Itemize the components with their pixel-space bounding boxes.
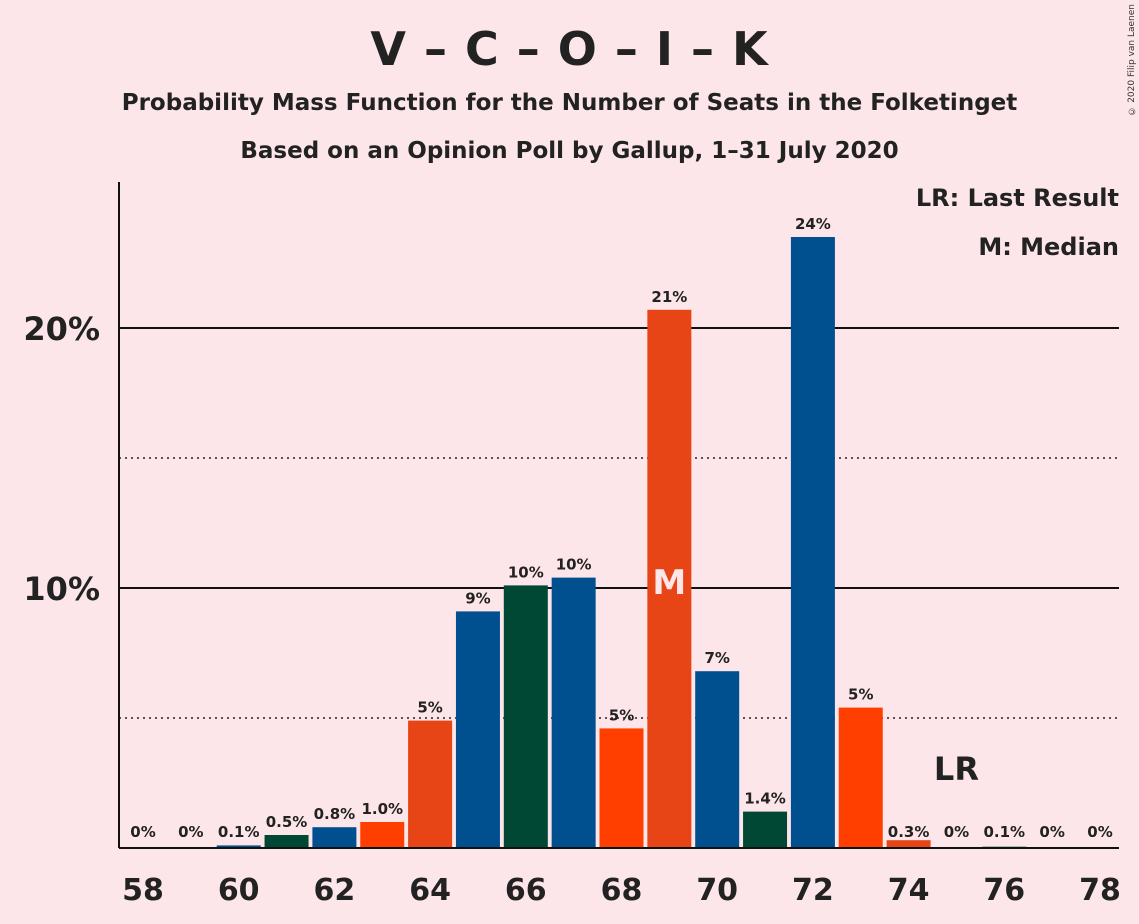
bar-value-label: 0.3% [888, 823, 930, 841]
bar-value-label: 0.5% [266, 813, 308, 831]
bar-seat-64 [408, 720, 453, 848]
bar-seat-65 [455, 611, 500, 848]
bar-seat-72 [790, 237, 835, 848]
bar-value-label: 5% [848, 686, 873, 704]
bar-value-label: 21% [651, 288, 687, 306]
x-tick-label: 62 [314, 873, 356, 908]
bar-seat-66 [503, 585, 548, 848]
bar-value-label: 5% [417, 699, 442, 717]
bar-value-label: 7% [704, 649, 729, 667]
bar-value-label: 0.8% [314, 805, 356, 823]
x-tick-label: 74 [888, 873, 930, 908]
bar-seat-69 [647, 309, 692, 848]
x-tick-label: 58 [122, 873, 164, 908]
x-tick-label: 60 [218, 873, 260, 908]
x-tick-label: 64 [409, 873, 451, 908]
bar-seat-60 [216, 845, 261, 848]
bar-seat-71 [743, 811, 788, 848]
last-result-marker: LR [934, 750, 979, 788]
bar-value-label: 0% [178, 823, 203, 841]
y-tick-label: 20% [23, 310, 100, 348]
bar-value-label: 0% [130, 823, 155, 841]
bar-value-label: 10% [508, 563, 544, 581]
chart-subtitle: Probability Mass Function for the Number… [121, 90, 1018, 116]
bar-seat-67 [551, 577, 596, 848]
bar-value-label: 0% [1087, 823, 1112, 841]
bar-value-label: 0.1% [983, 823, 1025, 841]
bar-value-label: 5% [609, 706, 634, 724]
y-tick-label: 10% [23, 570, 100, 608]
bar-seat-68 [599, 728, 644, 848]
bar-seat-61 [264, 835, 309, 848]
x-tick-label: 66 [505, 873, 547, 908]
bar-seat-70 [695, 671, 740, 848]
x-tick-label: 72 [792, 873, 834, 908]
x-tick-label: 70 [696, 873, 738, 908]
x-tick-label: 78 [1079, 873, 1121, 908]
bar-value-label: 1.0% [361, 800, 403, 818]
bar-value-label: 0% [944, 823, 969, 841]
bar-seat-74 [886, 840, 931, 848]
bar-value-label: 1.4% [744, 790, 786, 808]
median-marker: M [652, 563, 686, 603]
bar-value-label: 0.1% [218, 823, 260, 841]
bar-value-label: 10% [556, 556, 592, 574]
bar-seat-62 [312, 827, 357, 848]
chart-subtitle-poll: Based on an Opinion Poll by Gallup, 1–31… [240, 138, 899, 164]
bar-seat-73 [838, 707, 883, 848]
legend-last-result: LR: Last Result [915, 184, 1119, 212]
bar-value-label: 24% [795, 215, 831, 233]
legend-median: M: Median [978, 233, 1119, 261]
x-tick-label: 68 [601, 873, 643, 908]
bar-seat-63 [360, 822, 405, 848]
bar-value-label: 0% [1039, 823, 1064, 841]
chart-title: V – C – O – I – K [370, 22, 769, 76]
x-tick-label: 76 [983, 873, 1025, 908]
bar-value-label: 9% [465, 589, 490, 607]
